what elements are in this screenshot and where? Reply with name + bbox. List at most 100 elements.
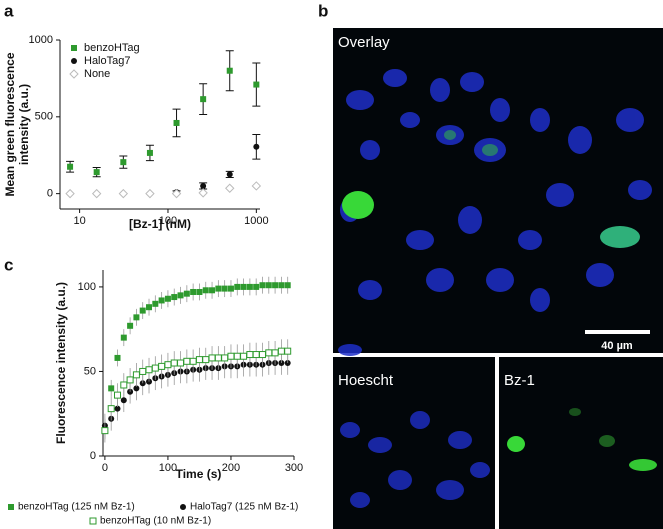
marker (225, 183, 235, 193)
marker (120, 381, 128, 389)
x-tick-label: 300 (285, 462, 303, 474)
marker (152, 300, 159, 307)
marker (118, 188, 129, 199)
marker (226, 67, 233, 74)
marker (251, 181, 262, 191)
marker (139, 367, 147, 375)
marker (209, 287, 216, 294)
marker (253, 143, 260, 150)
marker (145, 188, 155, 199)
marker (158, 297, 165, 304)
marker (126, 376, 134, 384)
marker (221, 354, 229, 362)
marker (226, 171, 233, 178)
micrograph-bz1 (499, 357, 663, 529)
marker (233, 352, 241, 360)
y-tick-label: 500 (35, 111, 53, 123)
panel-label: a (4, 1, 14, 20)
marker (272, 282, 279, 289)
marker (202, 287, 209, 294)
marker (195, 356, 203, 364)
y-axis-label: Fluorescence intensity (a.u.) (54, 282, 68, 444)
marker (145, 366, 153, 374)
marker (164, 361, 172, 369)
x-tick-label: 10 (73, 215, 85, 227)
marker (139, 307, 146, 314)
marker (253, 283, 260, 290)
marker (265, 282, 272, 289)
marker (120, 397, 127, 404)
marker (108, 385, 115, 392)
marker (259, 282, 266, 289)
marker (189, 357, 197, 365)
legend-label: None (84, 68, 110, 80)
marker (234, 283, 241, 290)
marker (120, 159, 127, 166)
x-tick-label: 100 (159, 462, 177, 474)
marker (202, 356, 210, 364)
marker (214, 354, 222, 362)
x-tick-label: 200 (222, 462, 240, 474)
marker (101, 427, 109, 435)
marker (146, 149, 153, 156)
marker (284, 282, 291, 289)
marker (252, 351, 260, 359)
image-label: Bz-1 (504, 372, 535, 389)
panel-label: b (318, 1, 328, 20)
marker (265, 349, 273, 357)
legend-label: HaloTag7 (125 nM Bz-1) (190, 502, 298, 513)
marker (65, 188, 75, 199)
marker (177, 359, 185, 367)
marker (215, 285, 222, 292)
marker (196, 288, 203, 295)
marker (208, 354, 216, 362)
marker (284, 347, 292, 355)
scale-bar-label: 40 µm (601, 340, 633, 352)
y-tick-label: 0 (47, 188, 53, 200)
marker (240, 352, 248, 360)
marker (120, 334, 127, 341)
marker (180, 504, 186, 510)
marker (277, 347, 285, 355)
marker (146, 304, 153, 311)
marker (221, 285, 228, 292)
marker (164, 295, 171, 302)
x-axis-label: Time (s) (176, 467, 222, 481)
image-label: Hoescht (338, 372, 394, 389)
legend-label: benzoHTag (125 nM Bz-1) (18, 502, 135, 513)
marker (133, 385, 140, 392)
marker (190, 288, 197, 295)
marker (107, 405, 115, 413)
marker (71, 58, 77, 64)
y-axis-label: Mean green fluorescence (3, 52, 17, 196)
x-axis-label: [Bz-1] (nM) (129, 217, 191, 231)
legend-label: HaloTag7 (84, 55, 130, 67)
marker (278, 282, 285, 289)
marker (133, 314, 140, 321)
marker (183, 357, 191, 365)
marker (89, 517, 97, 525)
marker (71, 45, 77, 51)
marker (93, 169, 100, 176)
marker (240, 283, 247, 290)
marker (258, 351, 266, 359)
micrograph-hoechst (333, 357, 495, 529)
marker (114, 405, 121, 412)
marker (171, 188, 182, 199)
marker (171, 294, 178, 301)
y-tick-label: 100 (78, 281, 96, 293)
marker (200, 182, 207, 189)
x-tick-label: 100 (159, 215, 177, 227)
marker (246, 351, 254, 359)
marker (198, 188, 208, 198)
marker (67, 163, 74, 170)
micrograph-overlay (333, 28, 663, 356)
y-tick-label: 1000 (29, 34, 53, 46)
marker (170, 359, 178, 367)
marker (246, 283, 253, 290)
marker (271, 349, 279, 357)
marker (113, 391, 121, 399)
legend-label: benzoHTag (10 nM Bz-1) (100, 516, 211, 527)
marker (173, 119, 180, 126)
x-tick-label: 0 (102, 462, 108, 474)
